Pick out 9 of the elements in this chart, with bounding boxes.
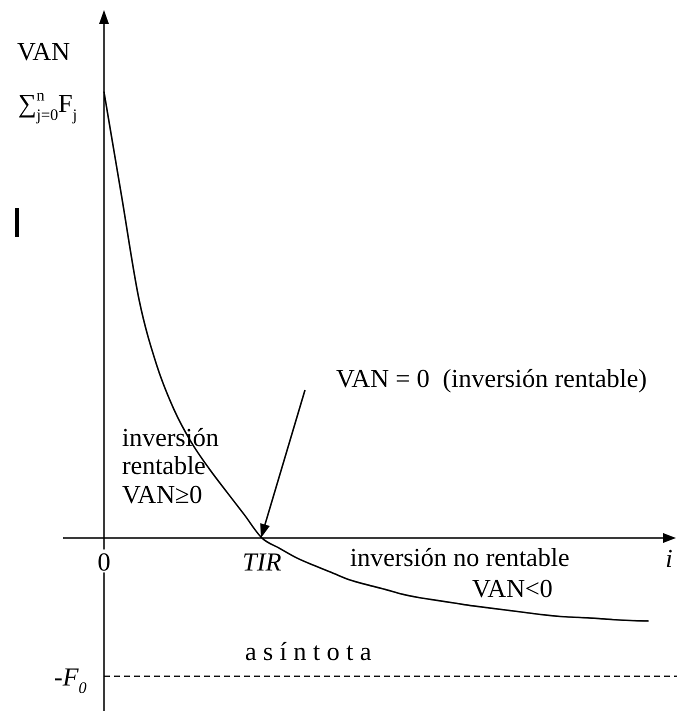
x-tick-label: 0 xyxy=(98,547,110,576)
annotation: VAN = 0 (inversión rentable) xyxy=(336,364,647,393)
x-axis-title: i xyxy=(665,544,673,573)
annotation: ∑$^{n}$$_{j=0}$F$_{j}$ xyxy=(18,87,78,124)
x-tick-label: TIR xyxy=(242,547,282,576)
ref-line-label: -F$_{0}$ xyxy=(54,662,87,698)
text: a s í n t o t a xyxy=(245,637,372,666)
y-axis-title: VAN xyxy=(17,37,70,66)
annotation: inversión no rentable VAN<0 xyxy=(350,543,570,603)
